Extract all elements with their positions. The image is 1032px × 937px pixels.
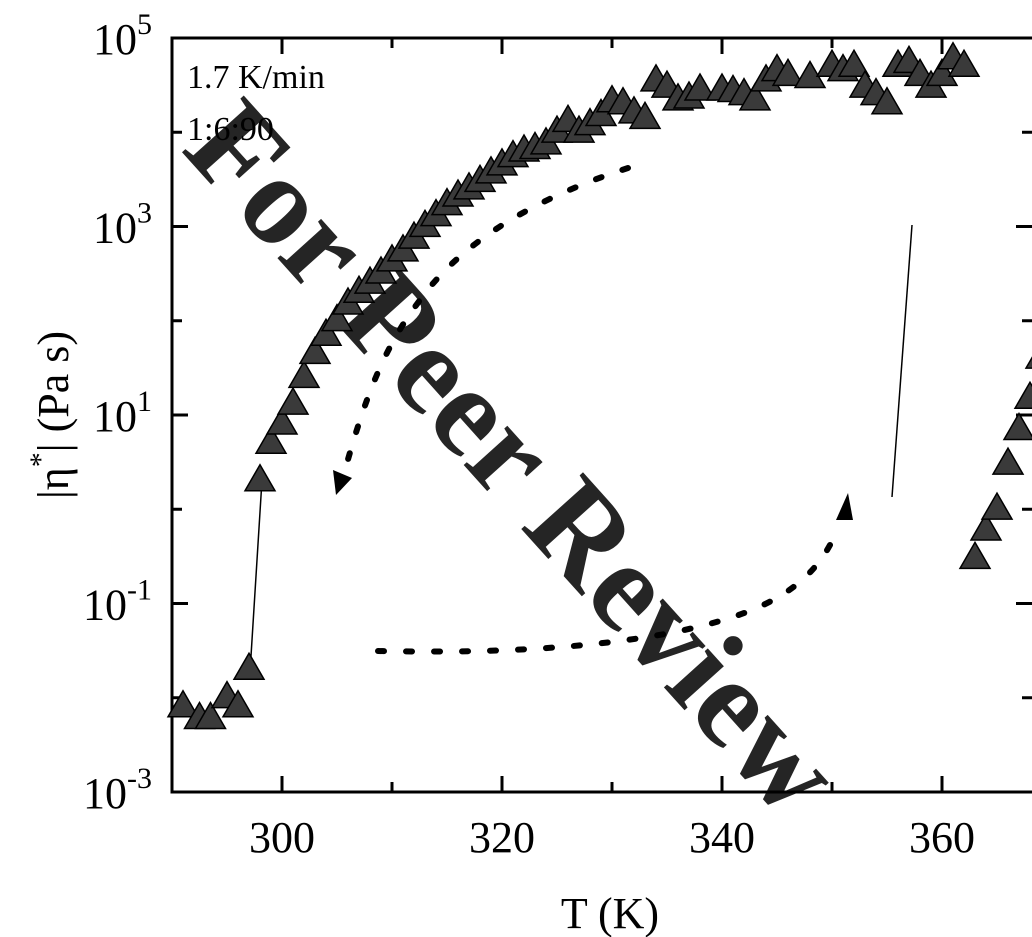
x-axis-title: T (K) xyxy=(561,889,659,937)
data-point-triangle xyxy=(980,491,1014,520)
y-tick-label: 10-1 xyxy=(83,574,152,630)
data-point-triangle xyxy=(232,651,266,681)
data-point-triangle xyxy=(276,386,310,415)
x-tick-label: 320 xyxy=(469,813,535,862)
data-point-triangle xyxy=(254,425,288,455)
data-point-triangle xyxy=(221,689,255,718)
data-point-triangle xyxy=(166,689,200,718)
trend-arrow-cooling-head xyxy=(333,470,352,495)
data-point-triangle xyxy=(958,540,992,570)
connector-line-1 xyxy=(249,479,263,673)
annotation-ratio: 1:6:90 xyxy=(187,111,274,148)
data-point-triangle xyxy=(1024,356,1032,369)
connector-line-2 xyxy=(891,224,913,498)
data-point-triangle xyxy=(265,406,299,435)
data-point-triangle xyxy=(870,86,904,115)
data-point-triangle xyxy=(309,317,343,346)
annotation-rate: 1.7 K/min xyxy=(187,59,325,96)
x-tick-label: 340 xyxy=(689,813,755,862)
trend-arrow-heating-head xyxy=(836,493,853,520)
y-axis-title-sup: * xyxy=(24,452,57,467)
x-tick-label: 300 xyxy=(249,813,315,862)
data-point-triangle xyxy=(194,701,227,730)
y-axis-tick-labels: 10-3 10-1 101 103 105 xyxy=(83,8,152,818)
data-point-triangle xyxy=(1013,380,1032,410)
watermark: For Peer Review xyxy=(159,74,870,842)
data-point-triangle xyxy=(320,303,354,332)
y-tick-label: 101 xyxy=(93,385,152,441)
data-point-triangle xyxy=(287,359,321,389)
data-point-triangle xyxy=(628,100,662,130)
data-point-triangle xyxy=(298,335,332,365)
data-point-triangle xyxy=(243,463,277,492)
y-tick-label: 10-3 xyxy=(83,762,152,818)
data-point-triangle xyxy=(991,446,1025,475)
y-axis-title-main: |η xyxy=(29,467,78,499)
y-tick-label: 103 xyxy=(93,197,152,253)
data-point-triangle xyxy=(837,48,871,78)
data-point-triangle xyxy=(738,82,772,111)
data-point-triangle xyxy=(1002,411,1032,441)
y-axis-title-rest: | (Pa s) xyxy=(29,331,78,452)
data-point-triangle xyxy=(969,512,1003,541)
y-axis-ticks xyxy=(172,36,1032,794)
data-point-triangle xyxy=(771,57,805,87)
y-tick-label: 105 xyxy=(93,8,152,64)
x-axis-ticks xyxy=(170,38,944,792)
trend-arrow-cooling xyxy=(342,165,631,473)
data-point-triangle xyxy=(925,57,959,87)
data-points xyxy=(166,41,1032,730)
data-point-triangle xyxy=(683,72,717,101)
x-axis-tick-labels: 300 320 340 360 xyxy=(249,813,975,862)
y-axis-title: |η*| (Pa s) xyxy=(24,331,78,499)
trend-arrow-heating xyxy=(375,532,838,655)
x-tick-label: 360 xyxy=(909,813,975,862)
data-point-triangle xyxy=(947,48,981,78)
